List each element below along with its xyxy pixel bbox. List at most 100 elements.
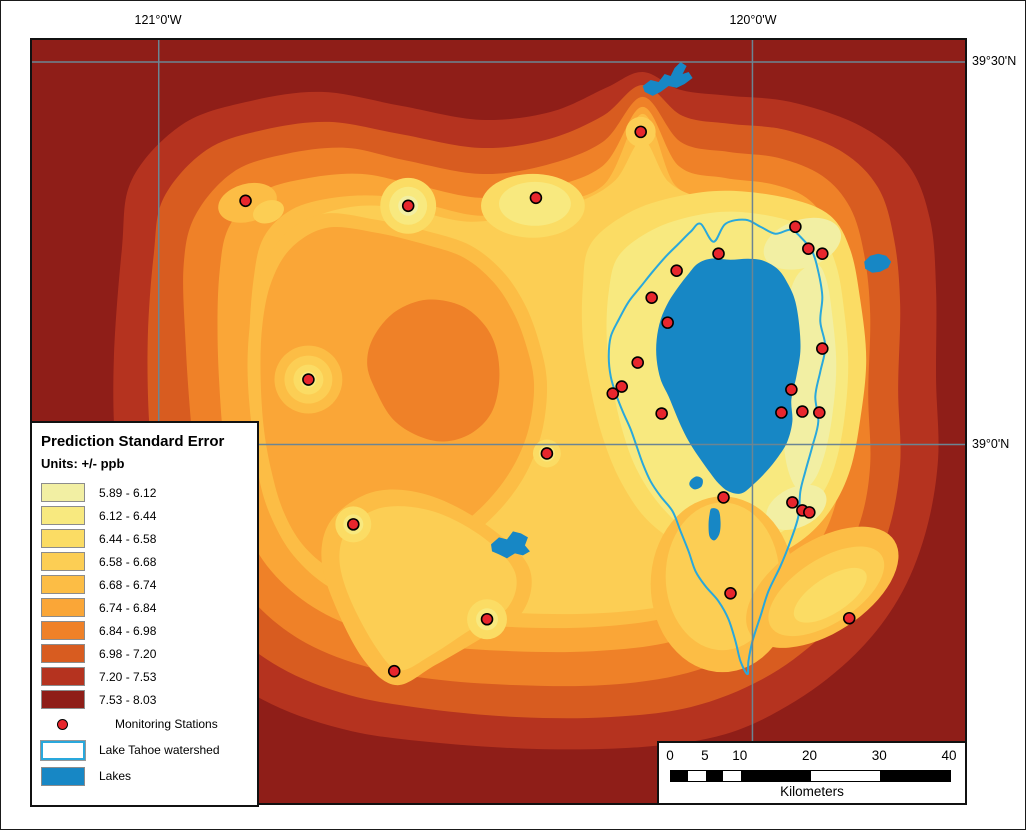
class-swatch-icon [41,644,85,663]
monitoring-station [529,191,543,205]
class-swatch-icon [41,598,85,617]
scale-tick-label: 20 [801,748,818,763]
lake [864,253,892,273]
lake [642,61,693,96]
class-label: 7.20 - 7.53 [99,669,157,684]
monitoring-station [802,242,815,256]
legend-label-monitoring-stations: Monitoring Stations [115,717,218,731]
monitoring-station [786,496,799,509]
scale-tick-label: 0 [666,748,674,763]
class-swatch-icon [41,575,85,594]
class-label: 6.98 - 7.20 [99,646,157,661]
legend-label-watershed: Lake Tahoe watershed [99,743,220,757]
legend-class-row: 7.53 - 8.03 [41,688,251,711]
lake-swatch-icon [41,766,85,786]
legend-class-row: 6.84 - 6.98 [41,619,251,642]
class-swatch-icon [41,667,85,686]
monitoring-station [816,342,829,355]
class-label: 6.68 - 6.74 [99,577,157,592]
legend-class-row: 5.89 - 6.12 [41,481,251,504]
class-swatch-icon [41,552,85,571]
legend-row-lakes: Lakes [41,763,251,789]
lake-tahoe [656,258,801,494]
scale-tick-label: 10 [732,748,748,763]
scale-segment [880,771,950,781]
legend-title: Prediction Standard Error [41,433,225,450]
error-band [253,200,284,224]
class-label: 6.74 - 6.84 [99,600,157,615]
scale-bar-segments [670,770,951,782]
monitoring-station [661,316,674,329]
station-dot-icon [57,718,68,730]
longitude-label-120w: 120°0'W [729,13,777,27]
scale-segment [810,771,881,781]
scale-tick-label: 40 [941,748,957,763]
watershed-swatch-icon [40,739,86,761]
class-label: 6.84 - 6.98 [99,623,157,638]
scale-bar-unit: Kilometers [780,784,844,799]
monitoring-station [775,406,788,419]
monitoring-station [803,506,816,519]
legend: Prediction Standard Error Units: +/- ppb… [30,421,259,807]
class-swatch-icon [41,506,85,525]
scale-segment [723,771,741,781]
monitoring-station [655,407,668,420]
lake [491,531,530,559]
monitoring-station [631,356,644,369]
class-label: 6.58 - 6.68 [99,554,157,569]
monitoring-station [606,387,620,400]
monitoring-station [789,220,802,234]
monitoring-station [816,247,829,261]
scale-tick-label: 5 [701,748,709,763]
class-label: 6.44 - 6.58 [99,531,157,546]
monitoring-station [480,612,494,626]
scale-segment [705,771,724,781]
error-band [793,567,867,623]
monitoring-station [615,380,629,393]
class-label: 6.12 - 6.44 [99,508,157,523]
scale-segment [740,771,811,781]
legend-class-row: 6.74 - 6.84 [41,596,251,619]
monitoring-station [842,611,856,625]
monitoring-station [302,373,315,386]
class-label: 5.89 - 6.12 [99,485,157,500]
legend-row-monitoring-stations: Monitoring Stations [41,711,251,737]
legend-class-row: 7.20 - 7.53 [41,665,251,688]
legend-label-lakes: Lakes [99,769,132,783]
monitoring-station [785,383,798,396]
monitoring-station [717,491,730,504]
class-label: 7.53 - 8.03 [99,692,157,707]
monitoring-station [387,664,401,678]
monitoring-station [645,291,658,304]
legend-class-row: 6.58 - 6.68 [41,550,251,573]
lake [689,476,703,490]
monitoring-station [670,264,683,277]
class-swatch-icon [41,483,85,502]
legend-units: Units: +/- ppb [41,456,125,471]
monitoring-station [813,406,826,419]
legend-class-row: 6.12 - 6.44 [41,504,251,527]
monitoring-station [634,125,647,139]
scale-bar: 0 5 10 20 30 40 Kilometers [657,741,967,805]
legend-class-list: 5.89 - 6.12 6.12 - 6.44 6.44 - 6.58 6.58 - … [41,481,251,711]
monitoring-station [401,199,415,213]
latitude-label-39-30n: 39°30'N [972,54,1017,68]
class-swatch-icon [41,621,85,640]
legend-class-row: 6.98 - 7.20 [41,642,251,665]
monitoring-station [724,586,737,600]
scale-segment [671,771,689,781]
error-band [367,299,500,442]
monitoring-station [239,194,252,208]
scale-tick-label: 30 [871,748,887,763]
latitude-label-39-0n: 39°0'N [972,437,1010,451]
monitoring-station [712,247,725,261]
monitoring-station [796,405,809,418]
monitoring-station [347,518,360,531]
longitude-label-121w: 121°0'W [134,13,182,27]
legend-row-watershed: Lake Tahoe watershed [40,737,251,763]
scale-bar-ticks: 0 5 10 20 30 40 [659,748,965,766]
class-swatch-icon [41,529,85,548]
class-swatch-icon [41,690,85,709]
legend-class-row: 6.44 - 6.58 [41,527,251,550]
